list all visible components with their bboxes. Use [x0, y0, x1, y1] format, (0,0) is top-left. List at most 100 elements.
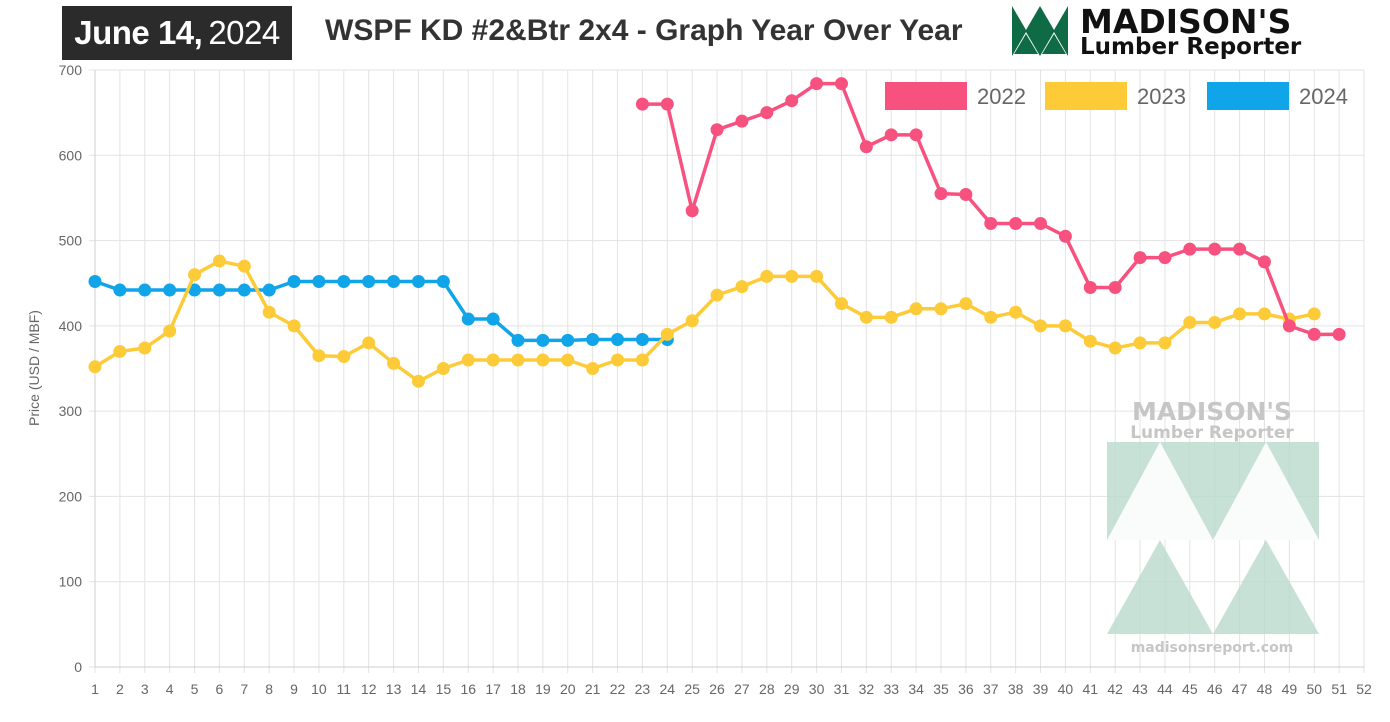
- data-point-2022: [1282, 319, 1296, 333]
- y-tick-label: 600: [59, 147, 83, 163]
- data-point-2022: [909, 128, 923, 142]
- x-tick-label: 37: [983, 681, 999, 697]
- data-point-2023: [262, 305, 276, 319]
- data-point-2024: [635, 333, 649, 347]
- data-point-2022: [635, 97, 649, 111]
- x-tick-label: 7: [240, 681, 248, 697]
- x-tick-label: 51: [1331, 681, 1347, 697]
- data-point-2024: [362, 275, 376, 289]
- x-tick-label: 41: [1083, 681, 1099, 697]
- x-tick-label: 28: [759, 681, 775, 697]
- data-point-2023: [884, 310, 898, 324]
- data-point-2022: [834, 77, 848, 91]
- x-tick-label: 30: [809, 681, 825, 697]
- x-tick-label: 2: [116, 681, 124, 697]
- data-point-2023: [934, 302, 948, 316]
- series-line-2024: [94, 279, 668, 343]
- data-point-2024: [113, 283, 127, 297]
- data-point-2022: [884, 128, 898, 142]
- data-point-2022: [1233, 242, 1247, 256]
- data-point-2023: [287, 319, 301, 333]
- x-tick-label: 29: [784, 681, 800, 697]
- x-tick-label: 6: [216, 681, 224, 697]
- x-tick-label: 22: [610, 681, 626, 697]
- x-tick-label: 45: [1182, 681, 1198, 697]
- data-point-2024: [486, 312, 500, 326]
- data-point-2023: [113, 344, 127, 358]
- data-point-2023: [1183, 315, 1197, 329]
- data-point-2022: [959, 188, 973, 202]
- data-point-2023: [710, 288, 724, 302]
- data-point-2022: [1208, 242, 1222, 256]
- data-point-2023: [561, 353, 575, 367]
- x-tick-label: 48: [1257, 681, 1273, 697]
- data-point-2023: [1233, 307, 1247, 321]
- data-point-2022: [859, 140, 873, 154]
- data-point-2023: [834, 297, 848, 311]
- x-tick-label: 52: [1356, 681, 1372, 697]
- data-point-2023: [486, 353, 500, 367]
- x-tick-label: 33: [883, 681, 899, 697]
- data-point-2023: [785, 269, 799, 283]
- legend-label-2024: 2024: [1299, 84, 1348, 109]
- x-tick-label: 44: [1157, 681, 1173, 697]
- x-tick-label: 49: [1282, 681, 1298, 697]
- data-point-2023: [1158, 336, 1172, 350]
- data-point-2023: [188, 268, 202, 282]
- x-tick-label: 3: [141, 681, 149, 697]
- x-tick-label: 31: [834, 681, 850, 697]
- data-point-2024: [262, 283, 276, 297]
- x-tick-label: 4: [166, 681, 174, 697]
- x-tick-label: 35: [933, 681, 949, 697]
- x-tick-label: 32: [859, 681, 875, 697]
- data-point-2022: [1108, 280, 1122, 294]
- chart-legend: 2022 2023 2024: [885, 82, 1348, 110]
- data-point-2024: [138, 283, 152, 297]
- madisons-logo: MADISON'S Lumber Reporter: [1012, 2, 1372, 60]
- data-point-2023: [959, 297, 973, 311]
- x-tick-label: 24: [660, 681, 676, 697]
- data-point-2023: [1307, 307, 1321, 321]
- data-point-2023: [387, 356, 401, 370]
- data-point-2024: [611, 333, 625, 347]
- data-point-2023: [909, 302, 923, 316]
- data-point-2023: [586, 362, 600, 375]
- date-year: 2024: [208, 14, 280, 51]
- data-point-2022: [1133, 251, 1147, 265]
- data-point-2023: [1034, 319, 1048, 333]
- data-point-2022: [735, 114, 749, 128]
- y-tick-label: 500: [59, 233, 83, 249]
- y-tick-label: 400: [59, 318, 83, 334]
- data-point-2022: [710, 123, 724, 137]
- watermark-peak: [1107, 442, 1213, 540]
- x-tick-label: 13: [386, 681, 402, 697]
- watermark-url: madisonsreport.com: [1131, 640, 1294, 656]
- data-point-2023: [859, 310, 873, 324]
- data-point-2024: [212, 283, 226, 297]
- y-tick-label: 100: [59, 574, 83, 590]
- data-point-2024: [337, 275, 351, 289]
- x-tick-label: 1: [91, 681, 99, 697]
- x-tick-label: 40: [1058, 681, 1074, 697]
- data-point-2023: [163, 324, 177, 338]
- data-point-2022: [1307, 327, 1321, 341]
- data-point-2023: [611, 353, 625, 367]
- x-tick-label: 21: [585, 681, 601, 697]
- logo-mountains-icon: [1012, 6, 1068, 56]
- data-point-2023: [436, 362, 450, 375]
- chart-series: [88, 77, 1346, 388]
- data-point-2022: [934, 187, 948, 201]
- data-point-2023: [88, 360, 102, 374]
- data-point-2022: [1158, 251, 1172, 265]
- x-tick-label: 11: [337, 681, 352, 697]
- x-tick-label: 23: [635, 681, 651, 697]
- legend-label-2022: 2022: [977, 84, 1026, 109]
- data-point-2023: [760, 269, 774, 283]
- data-point-2024: [237, 283, 251, 297]
- data-point-2024: [436, 275, 450, 289]
- x-tick-label: 26: [709, 681, 725, 697]
- legend-swatch-2022: [885, 82, 967, 110]
- data-point-2023: [237, 259, 251, 273]
- chart-title: WSPF KD #2&Btr 2x4 - Graph Year Over Yea…: [325, 14, 963, 47]
